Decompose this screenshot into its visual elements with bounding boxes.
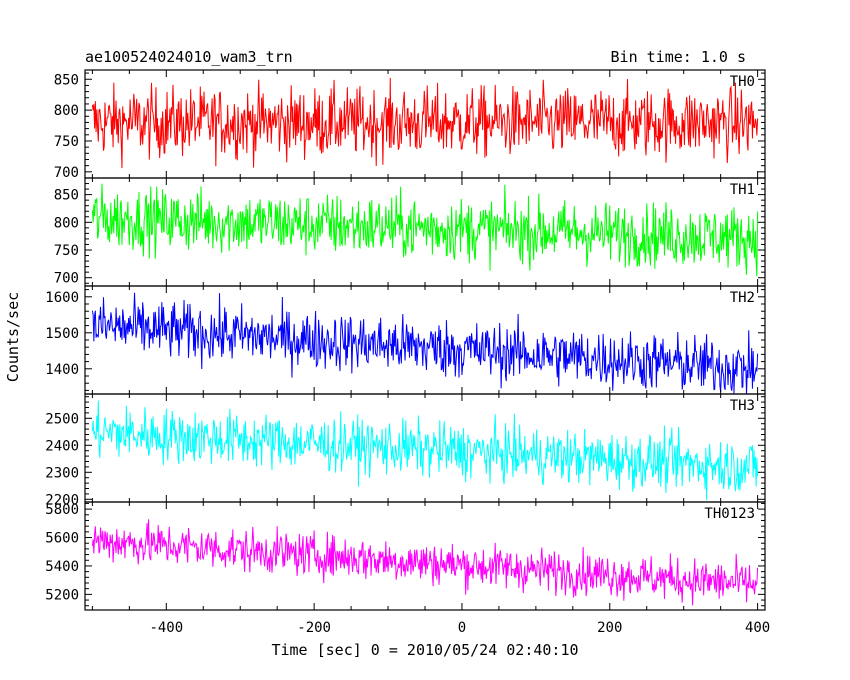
series-line-th2 xyxy=(91,292,759,394)
y-axis-label: Counts/sec xyxy=(4,292,22,382)
series-line-th3 xyxy=(91,400,759,501)
y-tick-label: 700 xyxy=(54,271,79,287)
y-tick-label: 750 xyxy=(54,134,79,150)
bin-time-label: Bin time: 1.0 s xyxy=(611,48,746,66)
y-tick-label: 700 xyxy=(54,165,79,181)
y-tick-label: 5400 xyxy=(45,559,79,575)
y-tick-label: 1600 xyxy=(45,290,79,306)
x-tick-label: -400 xyxy=(149,620,183,636)
y-tick-label: 750 xyxy=(54,243,79,259)
series-line-th0123 xyxy=(91,519,759,606)
y-tick-label: 2500 xyxy=(45,411,79,427)
y-tick-label: 5800 xyxy=(45,502,79,518)
y-tick-label: 800 xyxy=(54,103,79,119)
y-tick-label: 850 xyxy=(54,188,79,204)
panel-label-th2: TH2 xyxy=(730,290,755,306)
x-axis-label: Time [sec] 0 = 2010/05/24 02:40:10 xyxy=(271,641,578,659)
panels-group: 700 750 800 850 TH0 700 750 800 850 TH1 1400 1500 16… xyxy=(45,69,770,636)
y-tick-label: 5200 xyxy=(45,587,79,603)
y-tick-label: 1500 xyxy=(45,326,79,342)
x-tick-label: 400 xyxy=(745,620,770,636)
x-tick-label: -200 xyxy=(297,620,331,636)
series-line-th1 xyxy=(91,183,759,277)
panel-label-th0123: TH0123 xyxy=(704,506,755,522)
y-tick-label: 2200 xyxy=(45,492,79,508)
y-tick-label: 2400 xyxy=(45,438,79,454)
plot-title: ae100524024010_wam3_trn xyxy=(85,48,293,66)
panel-label-th0: TH0 xyxy=(730,74,755,90)
y-tick-label: 1400 xyxy=(45,362,79,378)
series-line-th0 xyxy=(91,77,759,169)
y-tick-label: 850 xyxy=(54,72,79,88)
x-tick-label: 200 xyxy=(597,620,622,636)
x-tick-label: 0 xyxy=(458,620,466,636)
panel-label-th1: TH1 xyxy=(730,182,755,198)
y-tick-label: 5600 xyxy=(45,531,79,547)
y-tick-label: 2300 xyxy=(45,465,79,481)
panel-label-th3: TH3 xyxy=(730,398,755,414)
y-tick-label: 800 xyxy=(54,215,79,231)
